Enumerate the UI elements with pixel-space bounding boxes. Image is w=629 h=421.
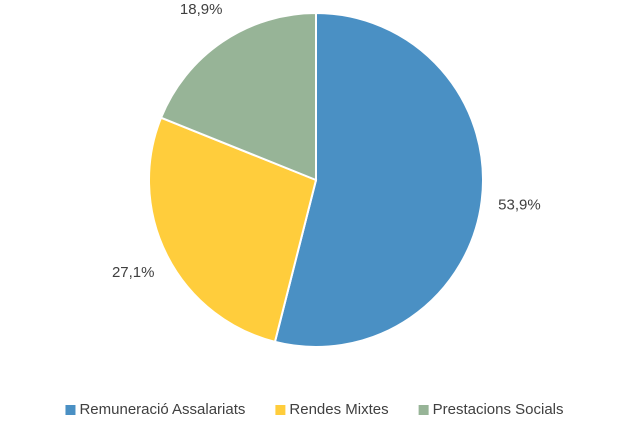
legend-label: Prestacions Socials — [433, 401, 564, 418]
legend-label: Rendes Mixtes — [289, 401, 388, 418]
pie-slice — [148, 116, 318, 344]
data-label: 18,9% — [180, 1, 223, 18]
legend-swatch — [418, 405, 429, 415]
data-label: 27,1% — [112, 264, 155, 281]
legend-label: Remuneració Assalariats — [79, 401, 245, 418]
pie-slice — [273, 11, 484, 348]
pie-slice — [159, 11, 317, 182]
data-label: 53,9% — [498, 196, 541, 213]
legend-swatch — [275, 405, 286, 415]
legend-swatch — [65, 405, 76, 415]
